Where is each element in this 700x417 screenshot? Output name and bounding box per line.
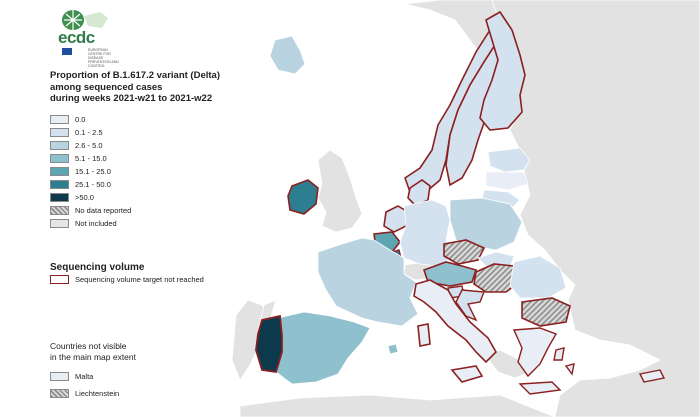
countries-not-visible-line-1: Countries not visible [50,341,127,351]
ecdc-logo [62,10,108,55]
bulgaria [521,297,571,327]
legend-row: No data reported [50,204,240,217]
legend-swatch [50,153,69,163]
legend-swatch [50,218,69,228]
legend-swatch [50,166,69,176]
legend-swatch [50,192,69,202]
romania [509,255,567,299]
legend-label: Not included [75,218,117,228]
legend-label: 0.0 [75,114,86,124]
ecdc-logo-text: ecdc [58,28,95,47]
legend-label: 15.1 - 25.0 [75,166,111,176]
portugal [255,314,283,374]
malta-label: Malta [75,372,94,381]
sequencing-volume-title: Sequencing volume [50,262,145,273]
legend-row: 5.1 - 15.0 [50,152,240,165]
not-visible-item-malta: Malta [50,372,93,381]
legend-row: >50.0 [50,191,240,204]
legend-row: 15.1 - 25.0 [50,165,240,178]
legend-label: 5.1 - 15.0 [75,153,107,163]
legend-row: 2.6 - 5.0 [50,139,240,152]
liechtenstein-swatch [50,389,69,398]
legend-title: Proportion of B.1.617.2 variant (Delta) … [50,70,240,105]
legend-label: 2.6 - 5.0 [75,140,103,150]
sequencing-volume-label: Sequencing volume target not reached [75,275,204,284]
legend-label: 0.1 - 2.5 [75,127,103,137]
spain [275,311,399,385]
finland [479,10,526,131]
legend-label: 25.1 - 50.0 [75,179,111,189]
legend-row: 0.1 - 2.5 [50,126,240,139]
croatia [455,289,485,322]
not-visible-item-liechtenstein: Liechtenstein [50,389,119,398]
legend-title-line-1: Proportion of B.1.617.2 variant (Delta) [50,70,220,81]
cyprus [638,369,666,383]
baltics [481,147,531,211]
france [317,237,419,327]
sequencing-volume-legend-row: Sequencing volume target not reached [50,275,204,284]
uk [317,149,363,233]
legend-row: Not included [50,217,240,230]
legend-swatch [50,114,69,124]
legend-row: 25.1 - 50.0 [50,178,240,191]
legend-label: >50.0 [75,192,94,202]
malta-swatch [50,372,69,381]
countries-not-visible-title: Countries not visible in the main map ex… [50,341,230,362]
ireland [287,179,319,215]
legend-swatch [50,179,69,189]
legend-swatch [50,140,69,150]
ecdc-logo-subtext: EUROPEAN CENTRE FOR DISEASE PREVENTION A… [88,48,119,68]
denmark [407,179,431,207]
italy [413,279,497,383]
poland [449,197,523,251]
legend-label: No data reported [75,205,132,215]
countries-not-visible-line-2: in the main map extent [50,351,136,362]
legend-rows: 0.0 0.1 - 2.5 2.6 - 5.0 5.1 - 15.0 15.1 - 25… [50,113,240,230]
legend-swatch [50,127,69,137]
czechia [443,239,486,265]
liechtenstein-label: Liechtenstein [75,389,120,398]
legend-title-line-2: among sequenced cases [50,81,163,93]
legend-swatch [50,205,69,215]
legend-row: 0.0 [50,113,240,126]
greece [512,327,575,395]
map-legend: Proportion of B.1.617.2 variant (Delta) … [50,70,240,230]
legend-title-line-3: during weeks 2021-w21 to 2021-w22 [50,93,213,104]
sequencing-volume-swatch [50,275,69,284]
